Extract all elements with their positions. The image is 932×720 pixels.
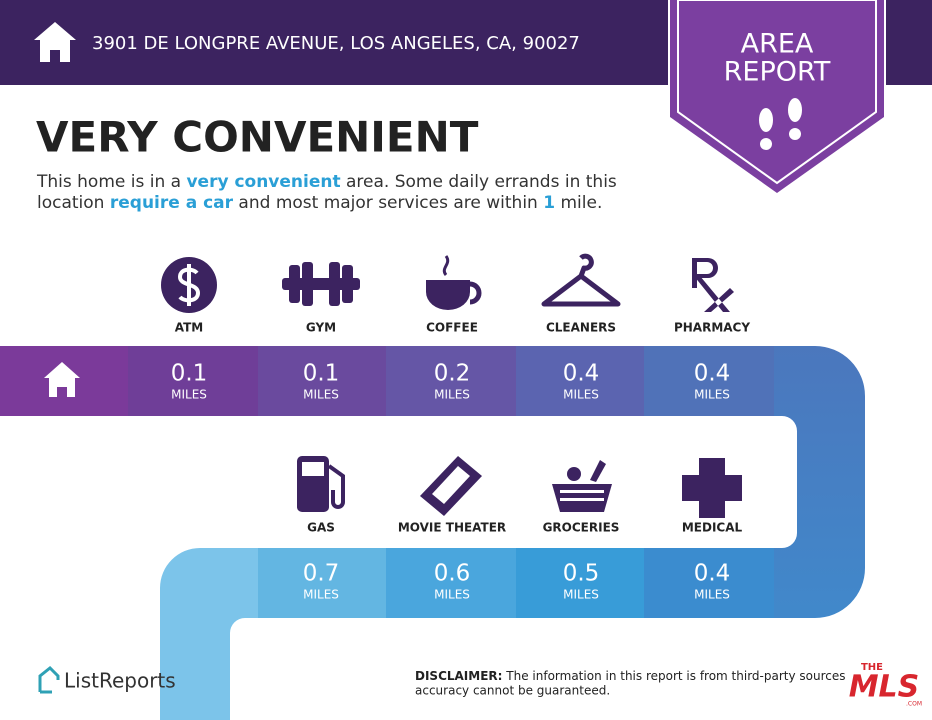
address: 3901 DE LONGPRE AVENUE, LOS ANGELES, CA,… xyxy=(92,33,580,54)
medical-icon xyxy=(682,458,742,518)
gas-icon xyxy=(297,456,345,512)
home-icon xyxy=(44,362,80,397)
track-cell xyxy=(258,346,386,416)
mls-logo-top: THE xyxy=(861,662,883,673)
description-emphasis: very convenient xyxy=(186,172,340,192)
amenity-unit: MILES xyxy=(171,388,207,402)
description-text: location xyxy=(37,193,110,213)
amenity-name: MOVIE THEATER xyxy=(398,521,506,535)
disclaimer-text: The information in this report is from t… xyxy=(505,669,872,683)
track-cell xyxy=(128,346,258,416)
amenity-name: CLEANERS xyxy=(546,321,616,335)
amenity-distance: 0.1 xyxy=(303,361,340,387)
amenity-unit: MILES xyxy=(563,388,599,402)
amenity-unit: MILES xyxy=(303,388,339,402)
pharmacy-icon xyxy=(692,258,734,312)
amenity-distance: 0.7 xyxy=(303,561,340,587)
amenity-unit: MILES xyxy=(303,588,339,602)
description-emphasis: require a car xyxy=(110,193,234,213)
description-emphasis: 1 xyxy=(543,193,555,213)
amenity-distance: 0.5 xyxy=(563,561,600,587)
track-cell xyxy=(258,548,386,618)
amenity-list: ATM0.1MILESGYM0.1MILESCOFFEE0.2MILESCLEA… xyxy=(171,321,751,602)
amenity-unit: MILES xyxy=(694,588,730,602)
movie-icon xyxy=(420,456,482,516)
heading: VERY CONVENIENT xyxy=(36,113,479,162)
disclaimer: DISCLAIMER: The information in this repo… xyxy=(415,669,872,683)
home-icon xyxy=(34,22,76,62)
track-cell xyxy=(386,346,516,416)
coffee-icon xyxy=(426,255,482,310)
amenity-name: MEDICAL xyxy=(682,521,743,535)
track-cell xyxy=(644,548,774,618)
icons xyxy=(161,253,742,518)
amenity-name: GYM xyxy=(306,321,336,335)
amenity-unit: MILES xyxy=(434,588,470,602)
track-cell xyxy=(386,548,516,618)
amenity-distance: 0.4 xyxy=(694,561,731,587)
amenity-distance: 0.4 xyxy=(563,361,600,387)
amenity-distance: 0.4 xyxy=(694,361,731,387)
brand-icon xyxy=(38,665,60,694)
amenity-distance: 0.2 xyxy=(434,361,471,387)
disclaimer-text: accuracy cannot be guaranteed. xyxy=(415,684,610,698)
amenity-distance: 0.6 xyxy=(434,561,471,587)
description-text: area. Some daily errands in this xyxy=(341,172,617,192)
badge-title: AREA xyxy=(741,29,814,60)
mls-logo: MLS xyxy=(849,670,920,705)
amenity-unit: MILES xyxy=(694,388,730,402)
track-cell xyxy=(644,346,774,416)
amenity-name: GAS xyxy=(307,521,335,535)
atm-icon xyxy=(161,257,217,313)
track-cell xyxy=(516,346,644,416)
description-line: location require a car and most major se… xyxy=(37,193,602,213)
mls-logo-suffix: .COM xyxy=(906,701,922,708)
footprints-icon xyxy=(759,98,802,150)
amenity-name: ATM xyxy=(175,321,203,335)
amenity-unit: MILES xyxy=(434,388,470,402)
amenity-distance: 0.1 xyxy=(171,361,208,387)
mls-logo-bg xyxy=(850,660,932,720)
amenity-name: PHARMACY xyxy=(674,321,750,335)
track-inner xyxy=(230,618,932,720)
description-text: and most major services are within xyxy=(233,193,543,213)
disclaimer-label: DISCLAIMER: xyxy=(415,669,502,683)
brand: ListReports xyxy=(64,669,176,693)
amenity-name: GROCERIES xyxy=(543,521,620,535)
gym-icon xyxy=(282,262,360,306)
amenity-unit: MILES xyxy=(563,588,599,602)
track-cell xyxy=(516,548,644,618)
cleaners-icon xyxy=(541,253,621,307)
groceries-icon xyxy=(552,460,612,512)
description-text: This home is in a xyxy=(36,172,186,192)
amenity-name: COFFEE xyxy=(426,321,478,335)
description-text: mile. xyxy=(555,193,602,213)
badge xyxy=(677,0,877,185)
badge-title: REPORT xyxy=(724,57,831,88)
description-line: This home is in a very convenient area. … xyxy=(36,172,617,192)
